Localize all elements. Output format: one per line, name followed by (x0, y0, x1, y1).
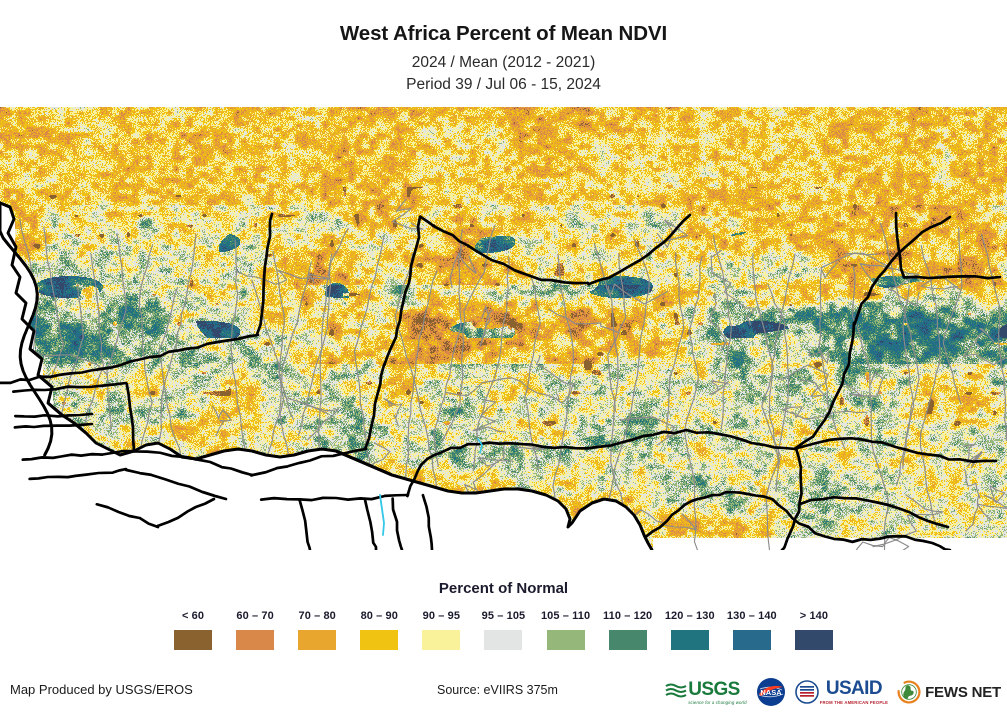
legend-item: 95 – 105 (473, 610, 533, 650)
legend-item: 70 – 80 (287, 610, 347, 650)
nasa-logo[interactable]: NASA (756, 677, 786, 707)
legend-swatch-list: < 60 60 – 70 70 – 80 80 – 90 90 – 95 95 – 105… (163, 610, 844, 650)
nasa-meatball-icon: NASA (756, 678, 785, 706)
legend-item-swatch (546, 630, 585, 650)
legend-item: 90 – 95 (411, 610, 471, 650)
legend-item-label: 95 – 105 (481, 610, 526, 622)
legend-item-label: 70 – 80 (298, 610, 336, 622)
legend-item-label: 110 – 120 (603, 610, 653, 622)
fewsnet-globe-icon (897, 680, 921, 704)
legend-item-swatch (794, 630, 833, 650)
legend-item-label: 60 – 70 (236, 610, 274, 622)
legend-item-label: 105 – 110 (540, 610, 591, 622)
legend-item-swatch (670, 630, 709, 650)
legend-item: < 60 (163, 610, 223, 650)
usgs-logo-tagline: science for a changing world (688, 699, 747, 705)
svg-text:NASA: NASA (760, 688, 782, 697)
legend-title: Percent of Normal (438, 580, 569, 597)
map-footer: Map Produced by USGS/EROS Source: eVIIRS… (0, 668, 1007, 715)
legend-item: 120 – 130 (660, 610, 720, 650)
usgs-wave-icon (665, 683, 687, 698)
legend-item-swatch (236, 630, 275, 650)
legend-item: 105 – 110 (536, 610, 596, 650)
legend-item: > 140 (784, 610, 844, 650)
data-source-credit: Source: eVIIRS 375m (437, 683, 558, 697)
legend-item-swatch (608, 630, 647, 650)
legend-item-label: > 140 (799, 610, 829, 622)
legend-item: 110 – 120 (598, 610, 658, 650)
legend-item-label: < 60 (181, 610, 205, 622)
legend-item-label: 80 – 90 (360, 610, 398, 622)
legend-item-swatch (422, 630, 461, 650)
fewsnet-logo-text: FEWS NET (925, 683, 1001, 701)
usgs-logo-text: USGS (688, 678, 740, 700)
map-header: West Africa Percent of Mean NDVI 2024 / … (0, 0, 1007, 107)
usaid-logo-tagline: FROM THE AMERICAN PEOPLE (819, 699, 889, 705)
usgs-logo[interactable]: USGS science for a changing world (665, 677, 747, 707)
map-subtitle-date-range: Period 39 / Jul 06 - 15, 2024 (406, 76, 601, 93)
legend-item-swatch (484, 630, 523, 650)
legend-item-swatch (732, 630, 771, 650)
page-title: West Africa Percent of Mean NDVI (339, 22, 668, 45)
map-figure[interactable] (0, 107, 1007, 550)
producer-credit: Map Produced by USGS/EROS (10, 682, 193, 697)
legend-item-swatch (360, 630, 399, 650)
usaid-seal-icon (794, 680, 819, 704)
legend-item: 130 – 140 (722, 610, 782, 650)
legend-item-label: 90 – 95 (422, 610, 461, 622)
legend-item-swatch (298, 630, 337, 650)
legend-item: 80 – 90 (349, 610, 409, 650)
legend-item: 60 – 70 (225, 610, 285, 650)
ndvi-raster-map[interactable] (0, 107, 1007, 550)
logo-strip: USGS science for a changing world NASA (665, 676, 1001, 708)
legend-item-label: 130 – 140 (726, 610, 777, 622)
usaid-logo-text: USAID (825, 678, 883, 700)
legend-item-label: 120 – 130 (664, 610, 715, 622)
legend-item-swatch (174, 630, 212, 650)
map-legend: Percent of Normal < 60 60 – 70 70 – 80 80 –… (0, 550, 1007, 668)
usaid-logo[interactable]: USAID FROM THE AMERICAN PEOPLE (794, 677, 889, 707)
fewsnet-logo[interactable]: FEWS NET (897, 677, 1001, 707)
map-subtitle-period-mean: 2024 / Mean (2012 - 2021) (411, 54, 596, 71)
